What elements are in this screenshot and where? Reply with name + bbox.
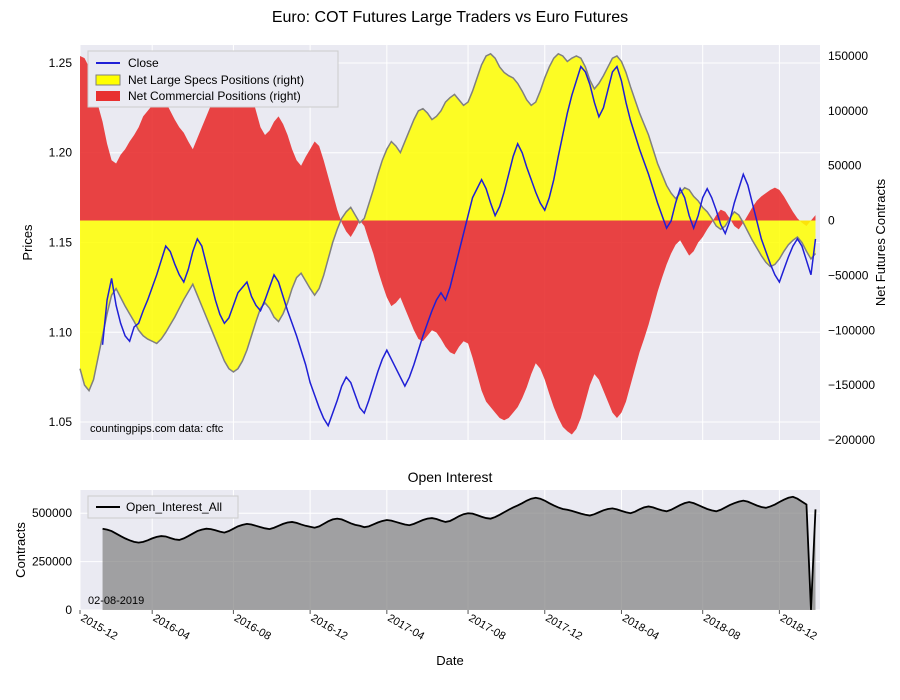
x-tick: 2018-12 — [778, 612, 819, 643]
oi-ylabel: Contracts — [13, 522, 28, 578]
x-tick: 2016-12 — [309, 612, 350, 643]
oi-title: Open Interest — [408, 469, 493, 485]
x-tick: 2016-04 — [151, 612, 192, 643]
yright-tick: 50000 — [828, 159, 862, 173]
oi-ytick: 0 — [65, 603, 72, 617]
legend-close: Close — [128, 56, 159, 70]
yright-tick: 100000 — [828, 104, 868, 118]
yleft-label: Prices — [20, 224, 35, 261]
legend-specs: Net Large Specs Positions (right) — [128, 73, 304, 87]
x-tick: 2018-04 — [620, 612, 661, 643]
oi-legend: Open_Interest_All — [88, 496, 238, 518]
x-tick: 2017-12 — [543, 612, 584, 643]
yright-tick: −50000 — [828, 268, 869, 282]
main-title: Euro: COT Futures Large Traders vs Euro … — [272, 9, 628, 26]
x-tick: 2018-08 — [701, 612, 742, 643]
yright-label: Net Futures Contracts — [873, 178, 888, 306]
x-label: Date — [436, 653, 463, 668]
oi-ytick: 250000 — [32, 555, 72, 569]
yright-tick: −200000 — [828, 433, 875, 447]
yright-tick: −150000 — [828, 378, 875, 392]
x-tick: 2016-08 — [232, 612, 273, 643]
yright-tick: 150000 — [828, 49, 868, 63]
oi-ytick: 500000 — [32, 506, 72, 520]
legend-comm: Net Commercial Positions (right) — [128, 89, 301, 103]
yleft-tick: 1.05 — [49, 415, 73, 429]
yleft-tick: 1.10 — [49, 325, 73, 339]
yleft-tick: 1.25 — [49, 56, 73, 70]
yright-tick: 0 — [828, 214, 835, 228]
yleft-tick: 1.20 — [49, 146, 73, 160]
x-tick: 2017-04 — [385, 612, 426, 643]
yright-tick: −100000 — [828, 323, 875, 337]
oi-legend-label: Open_Interest_All — [126, 500, 222, 514]
x-tick: 2015-12 — [79, 612, 120, 643]
main-legend: Close Net Large Specs Positions (right) Ne… — [88, 51, 338, 107]
yleft-tick: 1.15 — [49, 236, 73, 250]
credit-text: countingpips.com data: cftc — [90, 423, 224, 435]
x-tick: 2017-08 — [467, 612, 508, 643]
oi-date-label: 02-08-2019 — [88, 595, 144, 607]
